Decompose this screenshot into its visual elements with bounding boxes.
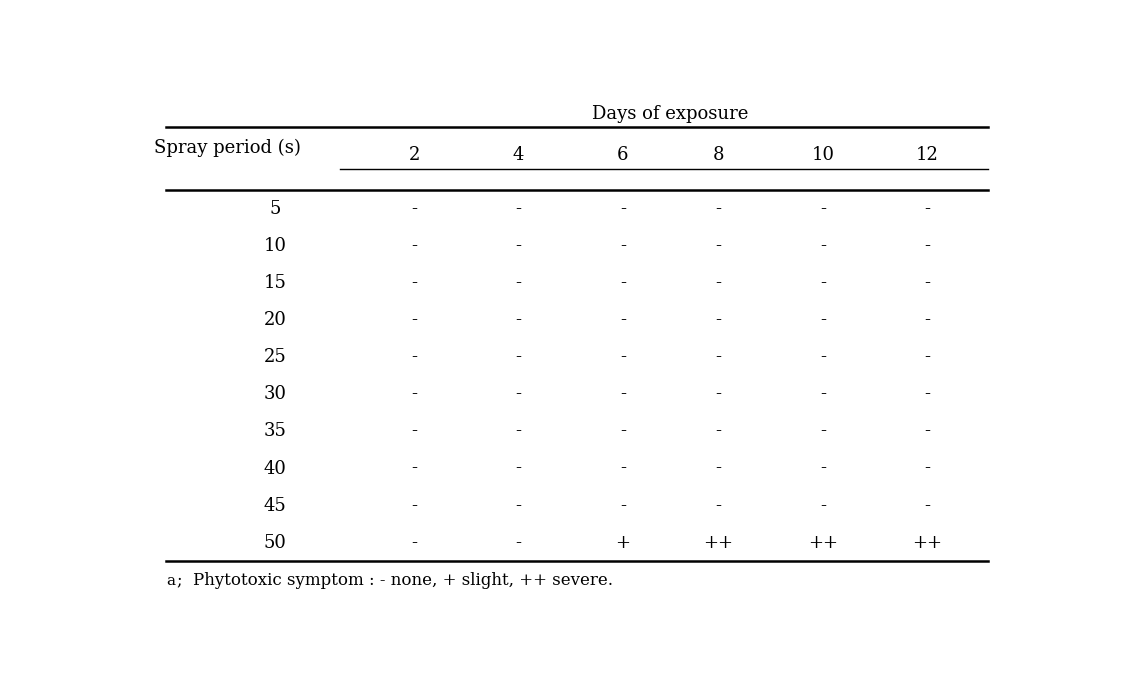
- Text: ++: ++: [808, 534, 838, 552]
- Text: -: -: [411, 534, 417, 552]
- Text: -: -: [619, 311, 626, 329]
- Text: -: -: [716, 385, 721, 404]
- Text: -: -: [619, 497, 626, 514]
- Text: -: -: [619, 423, 626, 440]
- Text: 50: 50: [264, 534, 286, 552]
- Text: -: -: [925, 311, 930, 329]
- Text: -: -: [515, 534, 522, 552]
- Text: -: -: [515, 200, 522, 218]
- Text: -: -: [619, 385, 626, 404]
- Text: -: -: [515, 274, 522, 292]
- Text: 2: 2: [408, 146, 420, 163]
- Text: -: -: [411, 274, 417, 292]
- Text: -: -: [716, 423, 721, 440]
- Text: 45: 45: [264, 497, 286, 514]
- Text: ++: ++: [912, 534, 942, 552]
- Text: -: -: [619, 200, 626, 218]
- Text: 35: 35: [264, 423, 286, 440]
- Text: -: -: [411, 423, 417, 440]
- Text: -: -: [619, 274, 626, 292]
- Text: -: -: [925, 423, 930, 440]
- Text: -: -: [716, 311, 721, 329]
- Text: 10: 10: [811, 146, 835, 163]
- Text: -: -: [925, 348, 930, 366]
- Text: -: -: [925, 200, 930, 218]
- Text: -: -: [716, 237, 721, 254]
- Text: -: -: [515, 237, 522, 254]
- Text: -: -: [925, 237, 930, 254]
- Text: +: +: [615, 534, 631, 552]
- Text: ++: ++: [703, 534, 734, 552]
- Text: 8: 8: [712, 146, 724, 163]
- Text: 30: 30: [264, 385, 286, 404]
- Text: -: -: [515, 423, 522, 440]
- Text: 20: 20: [264, 311, 286, 329]
- Text: -: -: [925, 385, 930, 404]
- Text: -: -: [515, 385, 522, 404]
- Text: -: -: [820, 497, 826, 514]
- Text: -: -: [411, 237, 417, 254]
- Text: -: -: [411, 348, 417, 366]
- Text: -: -: [716, 200, 721, 218]
- Text: -: -: [820, 423, 826, 440]
- Text: 25: 25: [264, 348, 286, 366]
- Text: 15: 15: [264, 274, 286, 292]
- Text: 40: 40: [264, 460, 286, 477]
- Text: -: -: [716, 274, 721, 292]
- Text: -: -: [925, 497, 930, 514]
- Text: -: -: [820, 274, 826, 292]
- Text: ;  Phytotoxic symptom : - none, + slight, ++ severe.: ; Phytotoxic symptom : - none, + slight,…: [177, 572, 613, 589]
- Text: Spray period (s): Spray period (s): [154, 139, 301, 157]
- Text: -: -: [820, 200, 826, 218]
- Text: 12: 12: [916, 146, 939, 163]
- Text: -: -: [716, 460, 721, 477]
- Text: -: -: [515, 311, 522, 329]
- Text: -: -: [411, 385, 417, 404]
- Text: -: -: [820, 385, 826, 404]
- Text: -: -: [411, 497, 417, 514]
- Text: -: -: [515, 497, 522, 514]
- Text: -: -: [925, 274, 930, 292]
- Text: -: -: [820, 348, 826, 366]
- Text: -: -: [820, 460, 826, 477]
- Text: -: -: [619, 348, 626, 366]
- Text: -: -: [716, 348, 721, 366]
- Text: -: -: [716, 497, 721, 514]
- Text: 5: 5: [269, 200, 280, 218]
- Text: -: -: [820, 311, 826, 329]
- Text: -: -: [411, 200, 417, 218]
- Text: a: a: [166, 574, 175, 588]
- Text: -: -: [515, 460, 522, 477]
- Text: 10: 10: [264, 237, 286, 254]
- Text: Days of exposure: Days of exposure: [592, 105, 748, 122]
- Text: 6: 6: [617, 146, 628, 163]
- Text: -: -: [411, 460, 417, 477]
- Text: -: -: [925, 460, 930, 477]
- Text: -: -: [619, 237, 626, 254]
- Text: -: -: [820, 237, 826, 254]
- Text: -: -: [515, 348, 522, 366]
- Text: -: -: [411, 311, 417, 329]
- Text: -: -: [619, 460, 626, 477]
- Text: 4: 4: [513, 146, 524, 163]
